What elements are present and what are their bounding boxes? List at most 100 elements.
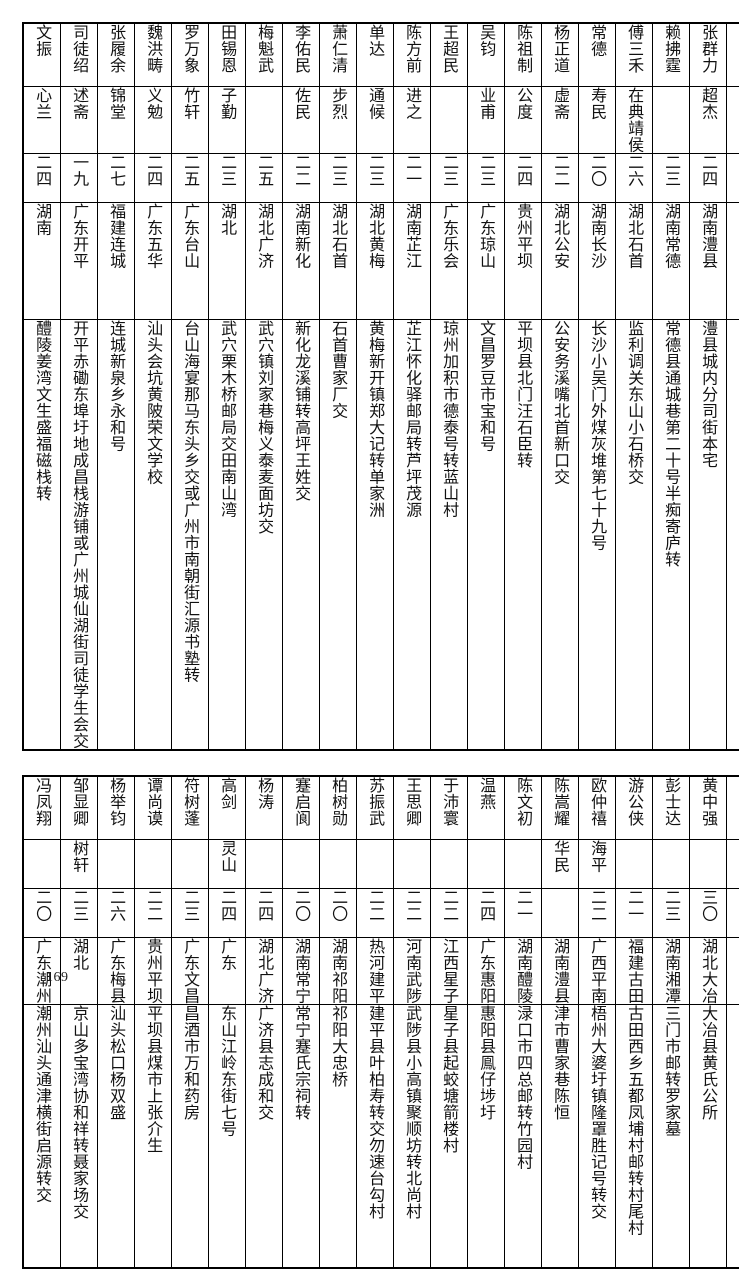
roster-value-name: 梅魁武	[256, 24, 272, 74]
roster-value-age: 二二	[293, 154, 309, 187]
roster-cell-native: 广东文昌	[172, 937, 209, 1004]
roster-value-address: 渌口市四总邮转竹园村	[515, 1005, 531, 1170]
roster-value-native: 湖北黄梅	[367, 203, 383, 269]
roster-cell-alias: 子勤	[209, 87, 246, 154]
roster-cell-name: 杨举钧	[98, 776, 135, 840]
roster-value-age: 二五	[182, 154, 198, 187]
roster-value-address: 开平赤磡东埠圩地成昌栈游铺或广州城仙湖街司徒学生会交	[71, 320, 87, 749]
roster-table-bottom: 姓名郑益吾梁恭乐胡国梁丁镕余万里黄兆贵黄中强彭士达游公侠欧仲禧陈嵩耀陈文初温燕于…	[22, 775, 739, 1269]
roster-row-name: 姓名李钦明陆绍渊云继先史范宇林建陈勋张群力赖拂霆傅三禾常德杨正道陈祖制吴钧王超民…	[23, 23, 739, 87]
roster-cell-name: 陈祖制	[505, 23, 542, 87]
roster-value-age: 二三	[219, 154, 235, 187]
roster-cell-address: 新化龙溪铺转高坪王姓交	[283, 319, 320, 750]
roster-value-alias: 在典靖侯	[626, 87, 642, 153]
roster-value-name: 杨举钧	[108, 777, 124, 827]
roster-row-age: 年龄一九二五二五三一二二二一二四二三二六二〇二二二四二三二三二一二三二三二二二五…	[23, 154, 739, 203]
roster-cell-age: 二四	[690, 154, 727, 203]
roster-value-name: 陈嵩耀	[552, 777, 568, 827]
roster-cell-alias	[468, 839, 505, 888]
roster-cell-name: 常德	[579, 23, 616, 87]
roster-cell-name: 陈文初	[505, 776, 542, 840]
roster-value-alias: 进之	[404, 87, 420, 120]
page-folio: 169	[46, 970, 69, 986]
roster-table-top: 姓名李钦明陆绍渊云继先史范宇林建陈勋张群力赖拂霆傅三禾常德杨正道陈祖制吴钧王超民…	[22, 22, 739, 751]
roster-cell-address: 星子县起蛟塘箭楼村	[431, 1004, 468, 1268]
roster-value-name: 王思卿	[404, 777, 420, 827]
roster-cell-age: 二三	[172, 888, 209, 937]
roster-value-native: 广东台山	[182, 203, 198, 269]
roster-value-address: 祁阳大忠桥	[330, 1005, 346, 1088]
roster-cell-age: 二二	[283, 154, 320, 203]
roster-cell-native: 湖北广济	[246, 937, 283, 1004]
roster-value-address: 石首曹家厂交	[330, 320, 346, 419]
roster-cell-name: 魏洪畴	[135, 23, 172, 87]
roster-value-address: 东山江岭东街七号	[219, 1005, 235, 1137]
roster-value-native: 广东惠阳	[478, 938, 494, 1004]
roster-cell-native: 贵州平坝	[135, 937, 172, 1004]
roster-cell-alias: 心兰	[23, 87, 61, 154]
roster-value-alias: 述斋	[71, 87, 87, 120]
roster-value-age: 二四	[145, 154, 161, 187]
roster-value-alias: 佐民	[293, 87, 309, 120]
roster-value-native: 湖南湘潭	[663, 938, 679, 1004]
roster-cell-age: 二一	[394, 154, 431, 203]
roster-value-name: 魏洪畴	[145, 24, 161, 74]
roster-value-address: 武陟县小高镇聚顺坊转北尚村	[404, 1005, 420, 1220]
roster-value-name: 文振	[34, 24, 50, 57]
roster-cell-address: 渌口市四总邮转竹园村	[505, 1004, 542, 1268]
roster-cell-native: 贵州平坝	[505, 203, 542, 320]
roster-value-address: 常德县通城巷第二十号半痴寄庐转	[663, 320, 679, 568]
roster-value-age: 二三	[367, 154, 383, 187]
table-separator	[22, 751, 717, 775]
roster-value-native: 湖北石首	[626, 203, 642, 269]
roster-cell-address: 常德县通城巷第二十号半痴寄庐转	[653, 319, 690, 750]
roster-cell-age: 二三	[357, 154, 394, 203]
roster-cell-address: 惠阳县鳯仔埗圩	[468, 1004, 505, 1268]
roster-value-name: 陈祖制	[515, 24, 531, 74]
roster-cell-native: 湖北大冶	[690, 937, 727, 1004]
roster-cell-native: 湖北	[209, 203, 246, 320]
roster-cell-age: 二一	[505, 888, 542, 937]
roster-cell-alias: 步烈	[320, 87, 357, 154]
roster-value-address: 黄梅新开镇郑大记转单家洲	[367, 320, 383, 518]
roster-cell-address: 潮州汕头通津横街启源转交	[23, 1004, 61, 1268]
roster-cell-age: 二一	[727, 154, 739, 203]
roster-cell-address: 崇庆县县立第二高等小校转	[727, 319, 739, 750]
roster-cell-native: 广东五华	[135, 203, 172, 320]
roster-value-alias: 义勉	[145, 87, 161, 120]
roster-value-age: 二四	[700, 154, 716, 187]
roster-value-native: 福建连城	[108, 203, 124, 269]
roster-value-age: 一九	[71, 154, 87, 187]
roster-value-name: 符树蓬	[182, 777, 198, 827]
roster-cell-address: 长沙小吴门外煤灰堆第七十九号	[579, 319, 616, 750]
roster-cell-address: 建平县叶柏寿转交勿速台勾村	[357, 1004, 394, 1268]
roster-cell-native: 湖南祁阳	[320, 937, 357, 1004]
roster-value-name: 司徒绍	[71, 24, 87, 74]
roster-value-age: 二四	[478, 889, 494, 922]
roster-value-address: 醴陵姜湾文生盛福磁栈转	[34, 320, 50, 502]
roster-value-name: 黄中强	[700, 777, 716, 827]
roster-value-address: 汕头松口杨双盛	[108, 1005, 124, 1121]
roster-value-age: 二一	[626, 889, 642, 922]
roster-value-address: 惠阳县鳯仔埗圩	[478, 1005, 494, 1121]
roster-table-top-wrapper: 姓名李钦明陆绍渊云继先史范宇林建陈勋张群力赖拂霆傅三禾常德杨正道陈祖制吴钧王超民…	[22, 22, 717, 751]
roster-cell-address: 醴陵姚家坝车站对门刘复兴客栈转	[727, 1004, 739, 1268]
roster-cell-address: 连城新泉乡永和号	[98, 319, 135, 750]
roster-cell-native: 湖北公安	[542, 203, 579, 320]
roster-value-name: 李佑民	[293, 24, 309, 74]
roster-value-native: 河南武陟	[404, 938, 420, 1004]
roster-cell-native: 湖南新化	[283, 203, 320, 320]
roster-value-address: 建平县叶柏寿转交勿速台勾村	[367, 1005, 383, 1220]
roster-cell-native: 四川	[727, 203, 739, 320]
roster-value-alias: 海平	[589, 840, 605, 873]
roster-value-name: 温燕	[478, 777, 494, 810]
roster-cell-alias: 进之	[394, 87, 431, 154]
roster-cell-age: 二六	[616, 154, 653, 203]
roster-value-alias: 锦堂	[108, 87, 124, 120]
roster-value-alias: 通候	[367, 87, 383, 120]
roster-cell-age: 二三	[209, 154, 246, 203]
roster-cell-address: 台山海宴那马东头乡交或广州市南朝街汇源书塾转	[172, 319, 209, 750]
roster-cell-name: 黄中强	[690, 776, 727, 840]
roster-cell-alias: 虚斋	[542, 87, 579, 154]
roster-cell-name: 柏树勋	[320, 776, 357, 840]
